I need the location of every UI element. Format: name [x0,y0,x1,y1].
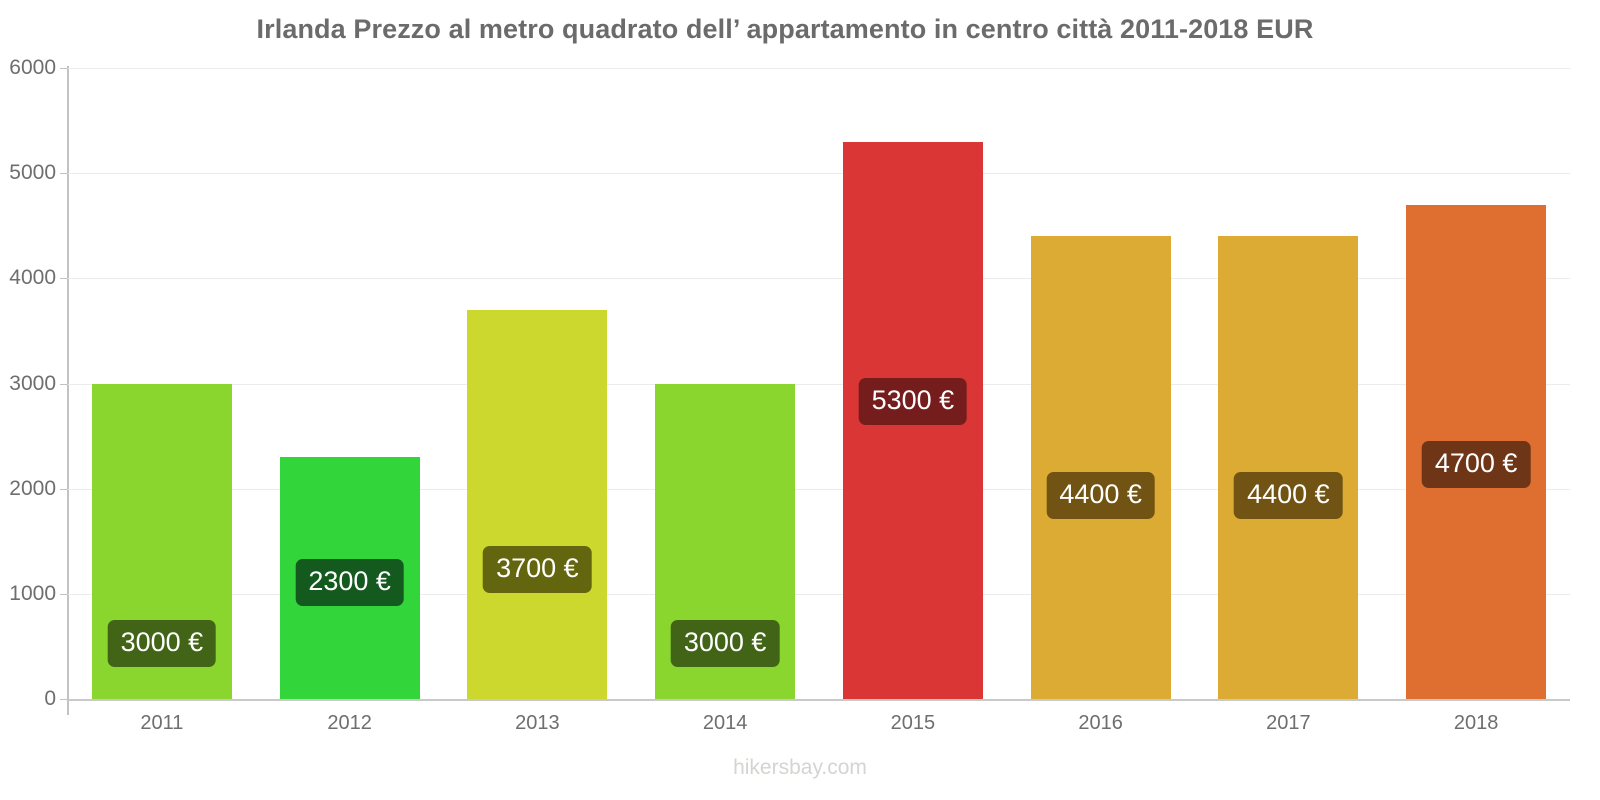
x-axis-tick-label-2014: 2014 [702,712,748,734]
y-axis-tick-mark [60,383,68,385]
y-axis-tick-mark [60,593,68,595]
bar-2015[interactable]: 5300 € [842,141,983,699]
bar-value-label: 2300 € [295,558,404,606]
y-axis-tick-mark [60,173,68,175]
x-axis-tick-label-2013: 2013 [515,712,560,734]
source-credit: hikersbay.com [733,756,867,779]
y-axis-tick-mark [60,699,68,700]
bar-2012[interactable]: 2300 € [279,457,420,699]
bar-2011[interactable]: 3000 € [91,383,232,699]
y-axis-tick-label: 0 [44,687,56,710]
bar-value-label: 4400 € [1234,472,1343,520]
gridline [68,593,1570,595]
bar-2018[interactable]: 4700 € [1406,204,1547,699]
gridline [68,488,1570,490]
y-axis-tick-label: 4000 [9,266,56,290]
bar-value-label: 3700 € [483,545,592,593]
x-axis-tick-label-2015: 2015 [890,712,936,734]
x-axis-tick-label-2012: 2012 [327,712,372,734]
bar-value-label: 4400 € [1046,472,1155,520]
bar-value-label: 5300 € [858,377,968,425]
y-axis-tick-mark [60,68,68,69]
plot-area: 3000 € 2300 € 3700 € 3000 € 5300 € 4400 € 4400… [68,68,1570,701]
y-axis-tick-label: 2000 [9,476,56,500]
x-axis-tick-label-2018: 2018 [1453,712,1499,734]
bar-2017[interactable]: 4400 € [1218,236,1359,699]
x-axis-tick-label-2017: 2017 [1266,712,1311,734]
gridline [68,68,1570,69]
x-axis-tick-label-2016: 2016 [1078,712,1123,734]
y-axis-tick-label: 3000 [9,371,56,395]
bar-value-label: 3000 € [670,619,780,667]
gridline [68,699,1570,701]
x-axis-start-tick [67,701,69,715]
bar-value-label: 3000 € [107,619,217,667]
y-axis-tick-label: 1000 [9,581,56,605]
bar-value-label: 4700 € [1421,440,1531,488]
bar-2014[interactable]: 3000 € [655,383,796,699]
gridline [68,278,1570,280]
gridline [68,173,1570,175]
y-axis-tick-mark [60,278,68,280]
gridline [68,383,1570,385]
y-axis-tick-mark [60,488,68,490]
y-axis-tick-label: 5000 [9,161,56,185]
chart-title: Irlanda Prezzo al metro quadrato dell’ a… [256,14,1314,44]
y-axis-tick-label: 6000 [9,56,56,79]
x-axis-tick-label-2011: 2011 [140,712,184,734]
bar-2013[interactable]: 3700 € [467,309,608,699]
bar-2016[interactable]: 4400 € [1030,236,1171,699]
